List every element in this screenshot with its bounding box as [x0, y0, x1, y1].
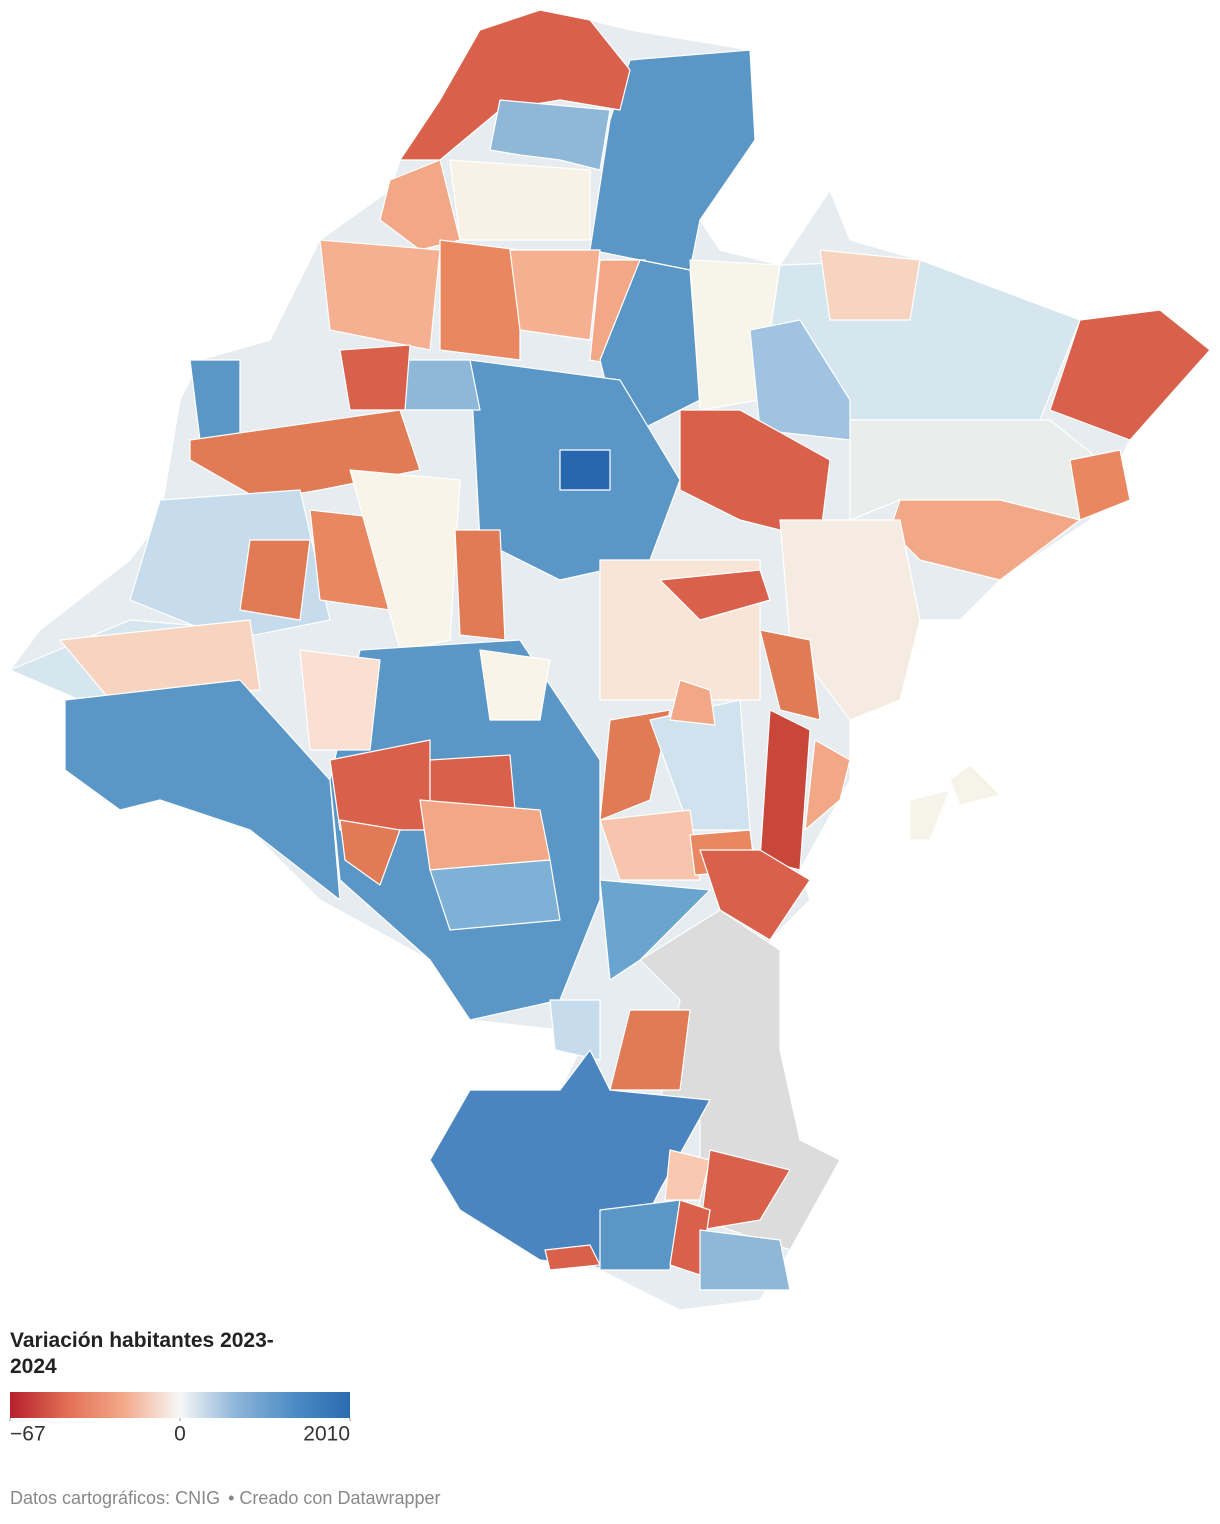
municipality: [59, 619, 261, 701]
municipality: [599, 1199, 681, 1271]
legend-title: Variación habitantes 2023-2024: [10, 1329, 274, 1378]
legend-tick-label: 0: [174, 1423, 186, 1446]
municipality: [544, 1244, 601, 1271]
municipality: [64, 679, 341, 901]
municipality: [239, 539, 311, 621]
municipalities: [9, 9, 1211, 1291]
municipality: [759, 709, 811, 871]
municipality: [804, 739, 851, 831]
municipality: [509, 249, 601, 341]
municipality: [549, 999, 601, 1061]
municipality: [599, 809, 701, 881]
municipality: [1049, 309, 1211, 441]
municipality: [909, 789, 951, 841]
municipality: [439, 239, 521, 361]
legend: −67 0 2010: [9, 1392, 351, 1446]
municipality: [479, 649, 551, 721]
municipality: [559, 449, 611, 491]
legend-tick-label: 2010: [303, 1423, 350, 1446]
municipality: [1069, 449, 1131, 521]
municipality: [819, 249, 921, 321]
footer: Datos cartográficos: CNIG • Creado con Da…: [10, 1488, 449, 1509]
municipality: [339, 344, 411, 411]
municipality: [349, 469, 461, 651]
legend-tick-label: −67: [10, 1423, 46, 1446]
municipality: [299, 649, 381, 751]
municipality: [454, 529, 506, 641]
municipality: [339, 819, 401, 886]
municipality: [419, 799, 551, 871]
municipality: [699, 849, 811, 941]
municipality: [664, 1149, 711, 1201]
municipality: [949, 764, 1001, 806]
credit-link[interactable]: • Creado con Datawrapper: [228, 1488, 441, 1508]
source-link[interactable]: Datos cartográficos: CNIG: [10, 1488, 221, 1508]
municipality: [699, 1229, 791, 1291]
municipality: [659, 569, 771, 621]
legend-gradient: [10, 1392, 350, 1418]
municipality: [599, 709, 671, 821]
municipality: [399, 9, 631, 161]
map: [9, 9, 1211, 1311]
municipality: [489, 99, 611, 171]
municipality: [319, 239, 441, 351]
municipality: [609, 1009, 691, 1091]
municipality: [759, 629, 821, 721]
municipality: [669, 679, 716, 726]
municipality: [699, 1149, 791, 1231]
municipality: [449, 159, 591, 241]
municipality: [429, 859, 561, 931]
